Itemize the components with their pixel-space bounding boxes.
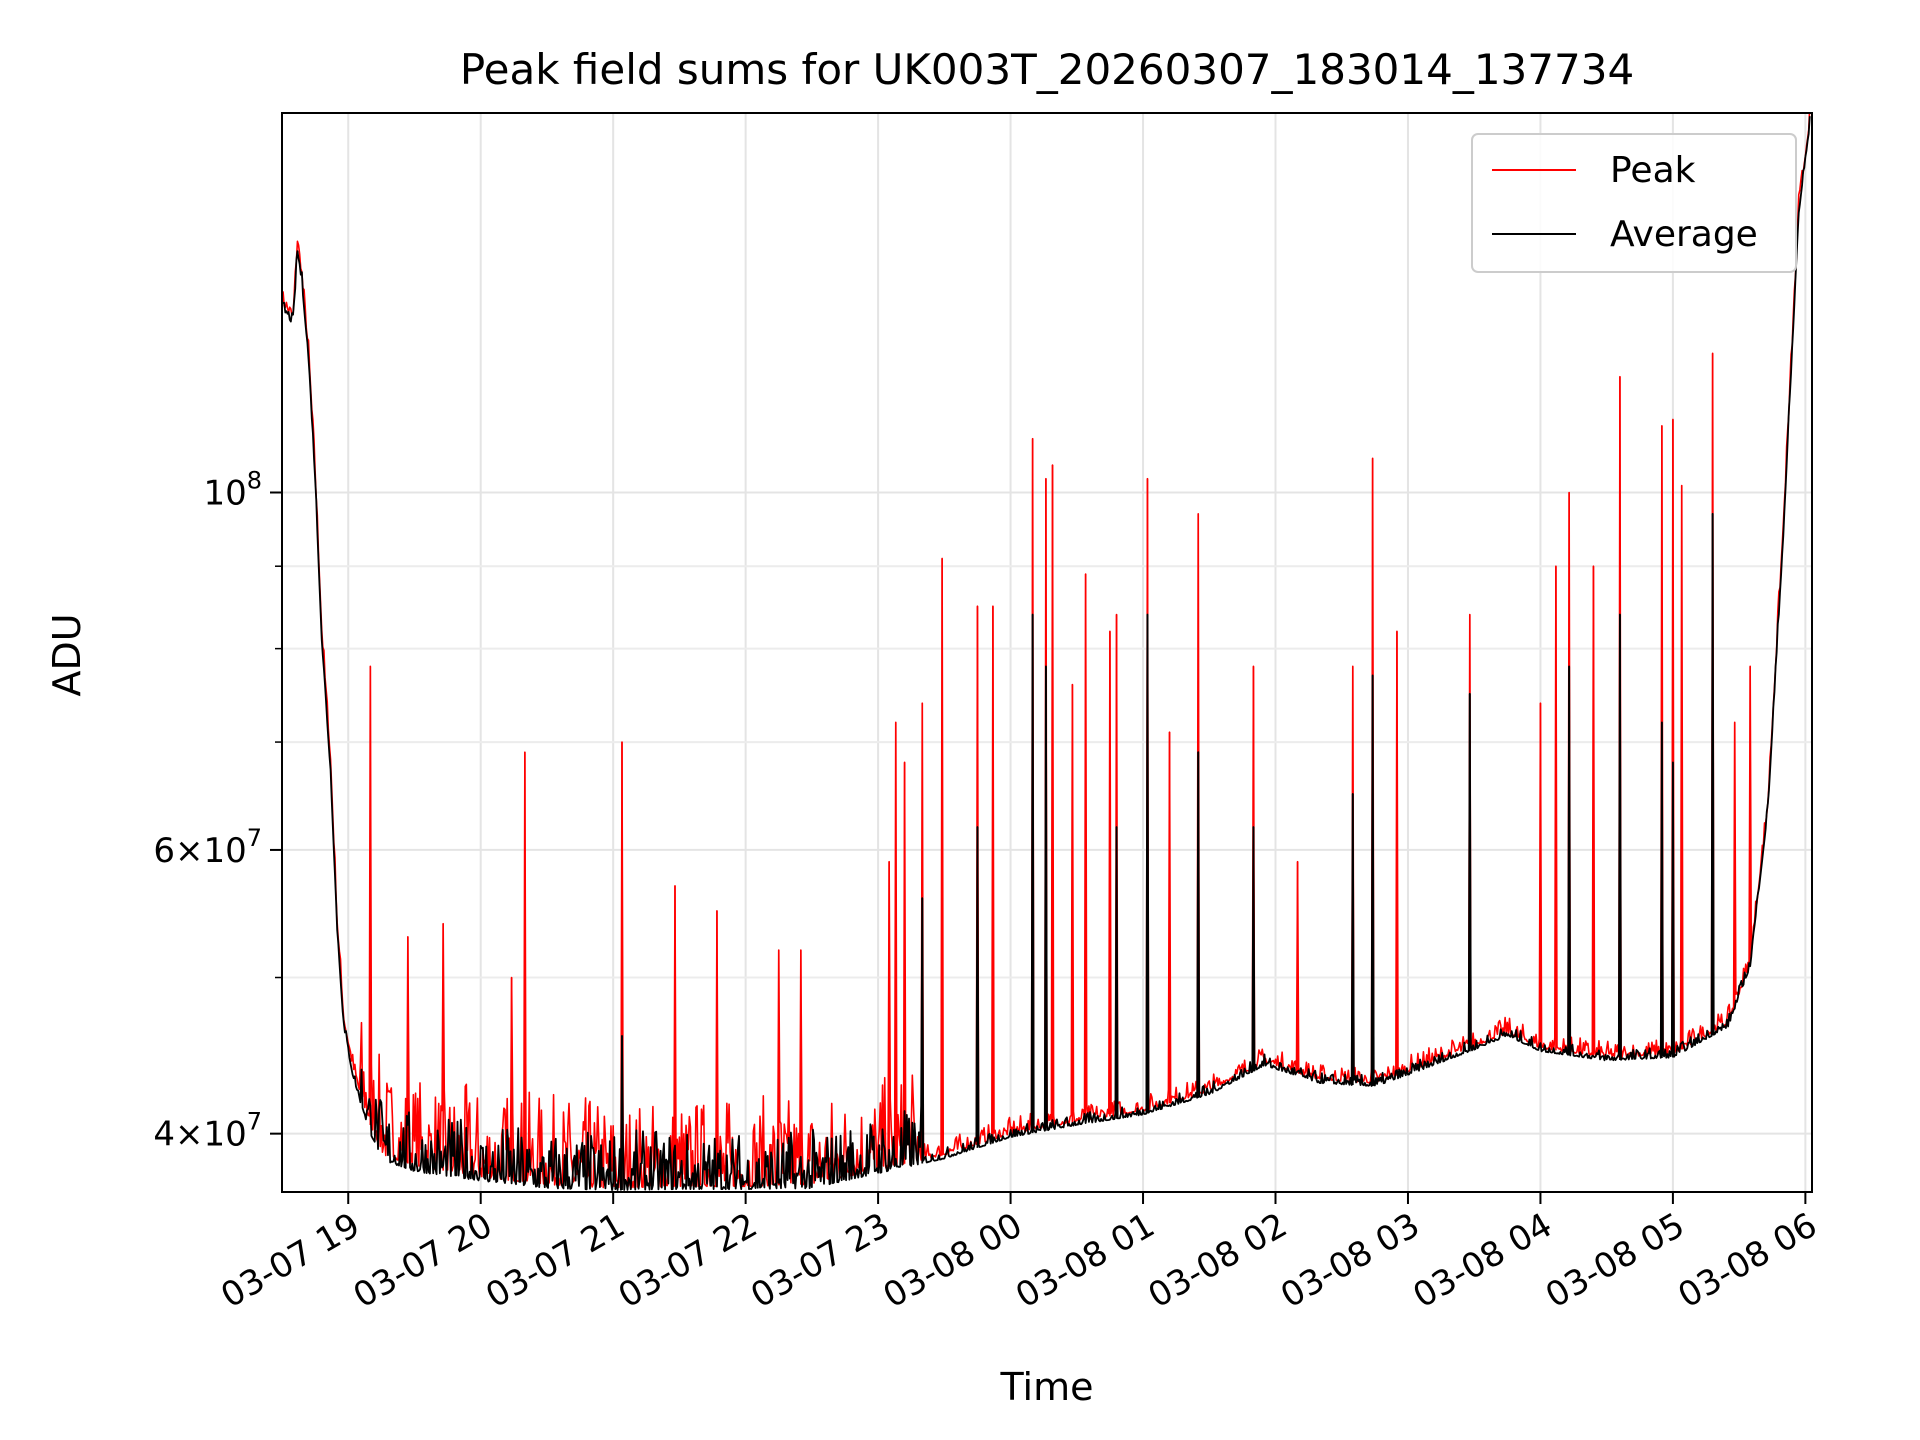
plot-frame — [281, 112, 1813, 1193]
y-tick-exponent: 7 — [247, 1108, 262, 1136]
y-tick-exponent: 8 — [247, 466, 262, 494]
x-axis-label: Time — [1000, 1365, 1094, 1409]
y-tick-base: 10 — [203, 473, 246, 513]
y-tick-exponent: 7 — [247, 824, 262, 852]
legend-box — [1471, 133, 1797, 273]
y-tick-label: 108 — [203, 466, 262, 513]
plot-area — [282, 113, 1811, 1191]
y-tick-base: 6×10 — [153, 831, 246, 871]
legend-label-peak: Peak — [1610, 150, 1696, 191]
y-tick-base: 4×10 — [153, 1115, 246, 1155]
y-tick-label: 4×107 — [153, 1108, 262, 1155]
legend-label-average: Average — [1610, 214, 1758, 255]
y-axis-label: ADU — [45, 613, 89, 696]
y-tick-label: 6×107 — [153, 824, 262, 871]
legend: Peak Average — [1471, 133, 1797, 273]
chart-title: Peak field sums for UK003T_20260307_1830… — [460, 45, 1634, 94]
